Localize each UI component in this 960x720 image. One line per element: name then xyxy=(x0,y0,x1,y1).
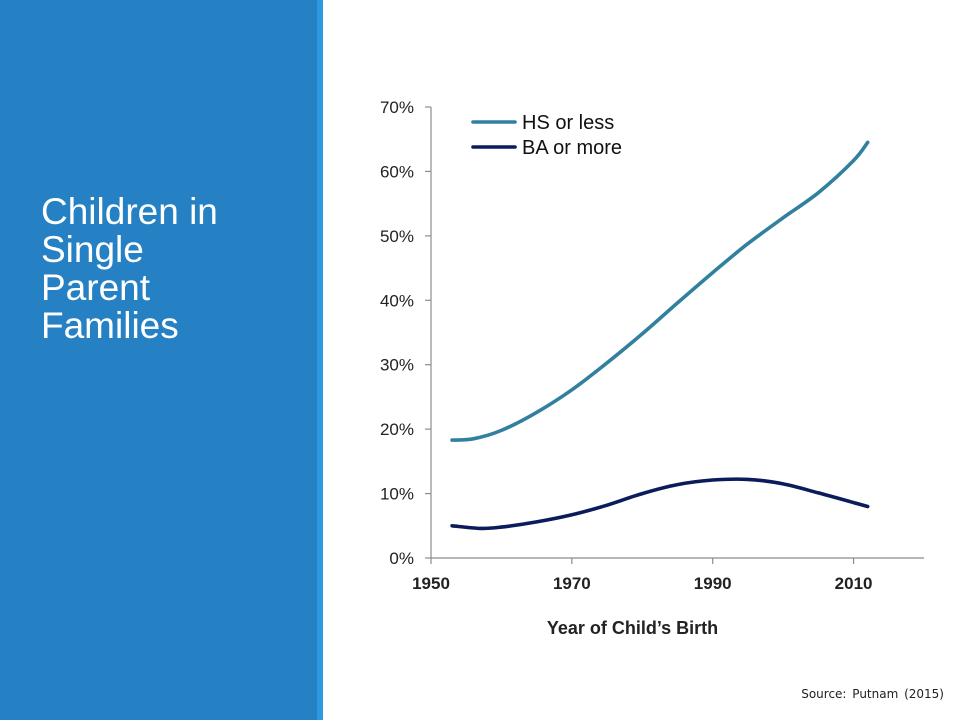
slide-title-line: Families xyxy=(41,305,179,346)
x-tick-label: 2010 xyxy=(835,574,873,593)
slide-title: Children in Single Parent Families xyxy=(41,193,301,345)
side-stripe xyxy=(317,0,323,720)
slide-title-line: Parent xyxy=(41,267,151,308)
y-tick-label: 0% xyxy=(389,549,414,568)
y-tick-label: 10% xyxy=(380,485,414,504)
y-tick-label: 70% xyxy=(380,98,414,117)
x-tick-label: 1950 xyxy=(412,574,450,593)
source-citation: Source: Putnam (2015) xyxy=(801,687,944,701)
x-tick-label: 1970 xyxy=(553,574,591,593)
legend-label: HS or less xyxy=(522,112,614,134)
legend-label: BA or more xyxy=(522,137,622,159)
y-tick-label: 60% xyxy=(380,162,414,181)
y-tick-label: 30% xyxy=(380,356,414,375)
slide-title-line: Single xyxy=(41,229,144,270)
side-panel xyxy=(0,0,317,720)
x-axis-label: Year of Child’s Birth xyxy=(547,618,718,638)
x-tick-label: 1990 xyxy=(694,574,732,593)
y-tick-label: 50% xyxy=(380,227,414,246)
y-tick-label: 40% xyxy=(380,291,414,310)
series-line-hs-or-less xyxy=(450,140,870,442)
slide-title-line: Children in xyxy=(41,191,218,232)
series-line-ba-or-more xyxy=(450,477,870,531)
line-chart: 0% 10% 20% 30% 40% 50% 60% 70% 1950 1970 1990 2010 Y… xyxy=(380,98,924,638)
y-tick-label: 20% xyxy=(380,420,414,439)
